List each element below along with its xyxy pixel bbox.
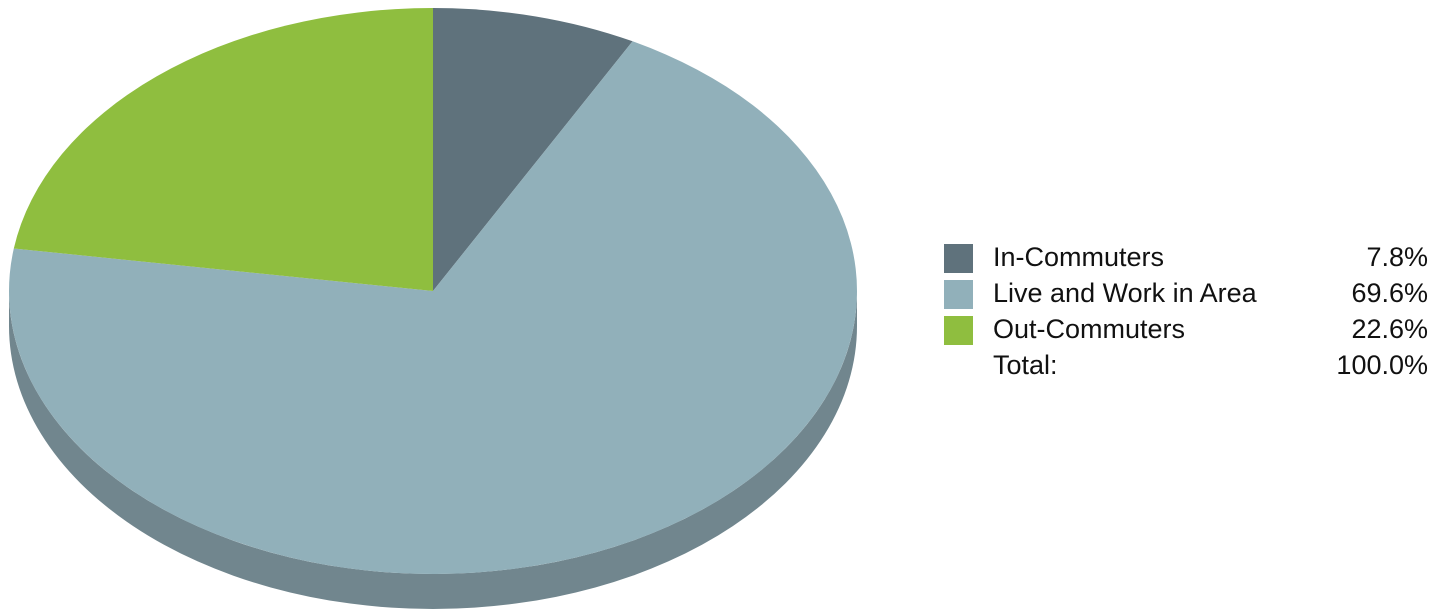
legend-label-out-commuters: Out-Commuters	[993, 314, 1186, 344]
legend-total-label: Total:	[993, 350, 1058, 380]
legend-swatch-live-and-work	[944, 280, 973, 309]
legend-item-out-commuters: Out-Commuters 22.6%	[944, 312, 1434, 348]
legend-value-out-commuters: 22.6%	[1351, 314, 1428, 344]
legend-total-row: Total: 100.0%	[944, 348, 1434, 384]
legend-total-value: 100.0%	[1336, 350, 1428, 380]
legend-value-live-and-work: 69.6%	[1351, 278, 1428, 308]
pie-slice-live-and-work-in-area	[9, 41, 858, 574]
pie-slice-in-commuters	[433, 8, 633, 291]
legend-item-live-and-work: Live and Work in Area 69.6%	[944, 276, 1434, 312]
legend-swatch-in-commuters	[944, 244, 973, 273]
legend-label-live-and-work: Live and Work in Area	[993, 278, 1257, 308]
legend-item-in-commuters: In-Commuters 7.8%	[944, 240, 1434, 276]
legend-value-in-commuters: 7.8%	[1366, 242, 1428, 272]
pie-slice-out-commuters	[13, 8, 434, 291]
legend: In-Commuters 7.8% Live and Work in Area …	[944, 240, 1434, 384]
pie-slices	[9, 8, 858, 574]
legend-swatch-out-commuters	[944, 316, 973, 345]
legend-label-in-commuters: In-Commuters	[993, 242, 1165, 272]
